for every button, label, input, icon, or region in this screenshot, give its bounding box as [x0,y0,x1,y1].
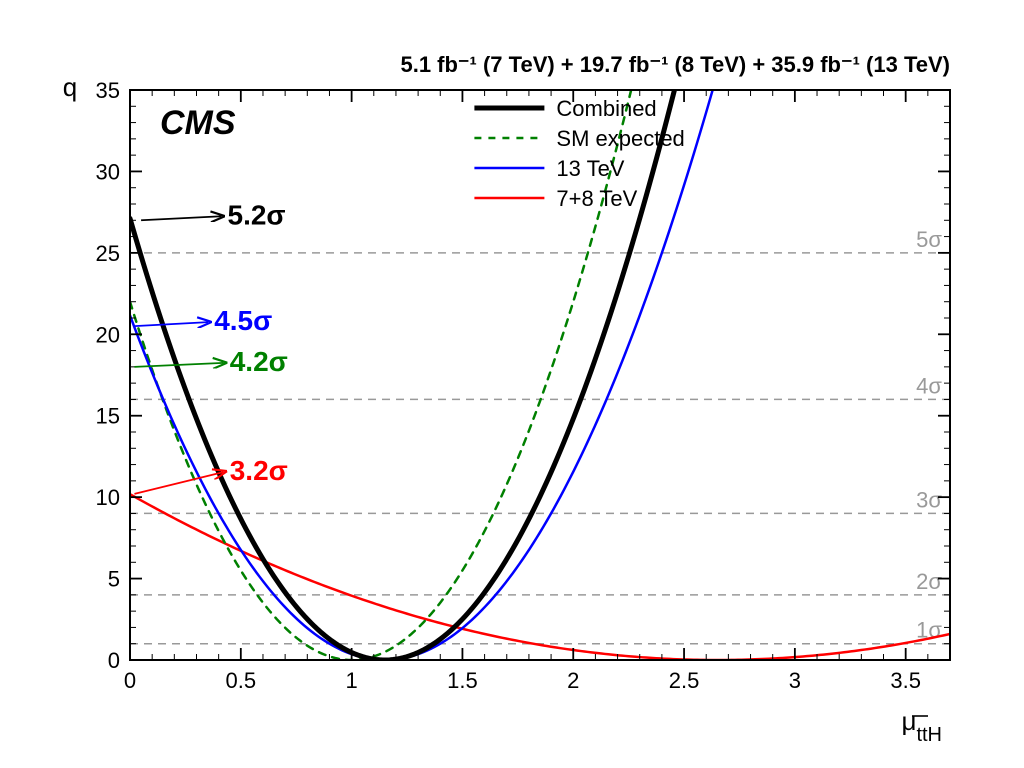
legend-label: Combined [556,96,656,121]
y-tick-label: 15 [96,404,120,429]
luminosity-header: 5.1 fb⁻¹ (7 TeV) + 19.7 fb⁻¹ (8 TeV) + 3… [400,52,950,77]
plot-background [0,0,1024,768]
y-tick-label: 25 [96,241,120,266]
x-tick-label: 2.5 [669,668,700,693]
chart-svg: 1σ2σ3σ4σ5σ00.511.522.533.505101520253035… [0,0,1024,768]
y-tick-label: 30 [96,159,120,184]
x-tick-label: 3.5 [890,668,921,693]
chart-container: 1σ2σ3σ4σ5σ00.511.522.533.505101520253035… [0,0,1024,768]
legend-label: 13 TeV [556,156,624,181]
x-tick-label: 0 [124,668,136,693]
y-tick-label: 20 [96,322,120,347]
significance-annotation: 4.2σ [230,346,288,377]
sigma-label: 5σ [916,227,942,252]
legend-label: 7+8 TeV [556,186,637,211]
x-tick-label: 1 [345,668,357,693]
significance-annotation: 4.5σ [214,305,272,336]
y-tick-label: 5 [108,567,120,592]
significance-annotation: 3.2σ [230,455,288,486]
sigma-label: 4σ [916,373,942,398]
x-tick-label: 0.5 [226,668,257,693]
cms-label: CMS [160,104,236,142]
significance-annotation: 5.2σ [228,199,286,230]
sigma-label: 2σ [916,569,942,594]
y-tick-label: 35 [96,78,120,103]
y-tick-label: 0 [108,648,120,673]
x-tick-label: 1.5 [447,668,478,693]
sigma-label: 3σ [916,487,942,512]
legend-label: SM expected [556,126,684,151]
x-tick-label: 2 [567,668,579,693]
y-tick-label: 10 [96,485,120,510]
y-axis-title: q [63,72,77,102]
x-tick-label: 3 [789,668,801,693]
